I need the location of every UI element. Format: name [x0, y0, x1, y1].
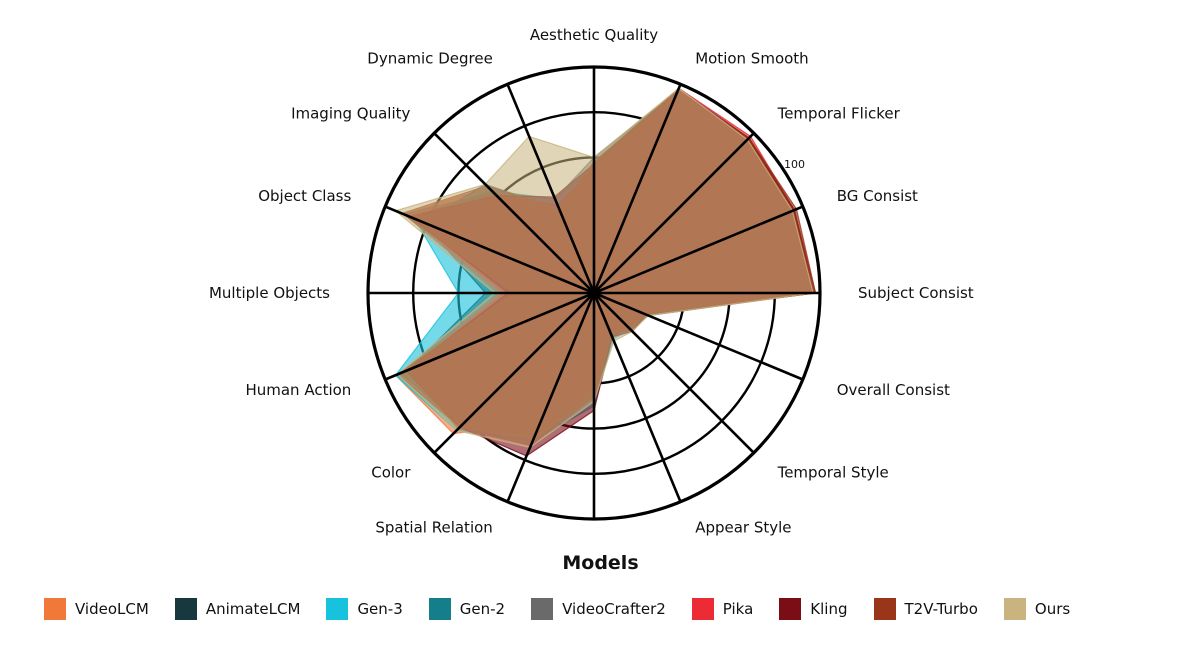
axis-label: Imaging Quality: [291, 104, 410, 122]
legend-label: Kling: [810, 600, 848, 618]
radar-axis-labels: Aesthetic Quality Motion Smooth Temporal F…: [209, 26, 974, 552]
axis-label: Spatial Relation: [375, 519, 492, 537]
axis-label: Human Action: [245, 381, 351, 399]
axis-spoke: [593, 291, 804, 381]
legend-item: Gen-2: [428, 598, 506, 620]
legend-label: Pika: [722, 600, 754, 618]
legend-label: T2V-Turbo: [904, 600, 978, 618]
legend-swatch: [779, 598, 802, 620]
legend-item: Kling: [779, 598, 848, 620]
legend-item: Ours: [1003, 598, 1071, 620]
legend-swatch: [1003, 598, 1026, 620]
axis-label: Temporal Flicker: [777, 104, 901, 122]
legend-swatch: [44, 598, 66, 620]
legend: VideoLCM AnimateLCM Gen-3 Gen-2 VideoCrafter…: [44, 598, 1096, 620]
legend-label: Gen-3: [357, 600, 403, 618]
radar-series-layer: [394, 87, 817, 457]
legend-item: T2V-Turbo: [873, 598, 978, 620]
legend-swatch: [326, 598, 349, 620]
axis-label: Subject Consist: [858, 284, 974, 302]
axis-label: Aesthetic Quality: [530, 26, 658, 44]
legend-label: VideoLCM: [75, 600, 149, 618]
axis-label: Dynamic Degree: [367, 49, 493, 67]
axis-label: BG Consist: [837, 187, 918, 205]
legend-swatch: [873, 598, 896, 620]
legend-item: Gen-3: [326, 598, 403, 620]
axis-spoke: [592, 83, 682, 294]
radar-chart: Aesthetic Quality Motion Smooth Temporal F…: [209, 26, 974, 552]
legend-swatch: [174, 598, 197, 620]
legend-swatch: [531, 598, 554, 620]
legend-label: Ours: [1034, 600, 1071, 618]
axis-label: Overall Consist: [837, 381, 950, 399]
legend-label: VideoCrafter2: [562, 600, 666, 618]
axis-label: Motion Smooth: [695, 49, 809, 67]
axis-label: Scene: [571, 550, 617, 552]
legend-item: VideoCrafter2: [531, 598, 666, 620]
axis-spoke: [593, 205, 804, 295]
legend-label: AnimateLCM: [205, 600, 301, 618]
axis-spoke: [506, 83, 596, 294]
radar-spokes: [368, 67, 820, 519]
axis-label: Appear Style: [695, 519, 791, 537]
axis-label: Temporal Style: [777, 464, 889, 482]
axis-spoke: [506, 292, 596, 503]
legend-label: Gen-2: [459, 600, 506, 618]
axis-spoke: [433, 292, 595, 454]
axis-spoke: [384, 205, 595, 295]
axis-spoke: [592, 292, 682, 503]
legend-item: AnimateLCM: [174, 598, 301, 620]
axis-spoke: [593, 292, 755, 454]
axis-spoke: [433, 132, 595, 294]
axis-label: Object Class: [258, 187, 351, 205]
axis-label: Multiple Objects: [209, 284, 330, 302]
legend-swatch: [428, 598, 451, 620]
axis-spoke: [384, 291, 595, 381]
legend-item: Pika: [691, 598, 754, 620]
axis-label: Color: [371, 464, 411, 482]
legend-item: VideoLCM: [44, 598, 149, 620]
legend-title: Models: [562, 552, 639, 574]
tick-label: 100: [784, 158, 805, 171]
legend-swatch: [691, 598, 714, 620]
axis-spoke: [593, 132, 755, 294]
